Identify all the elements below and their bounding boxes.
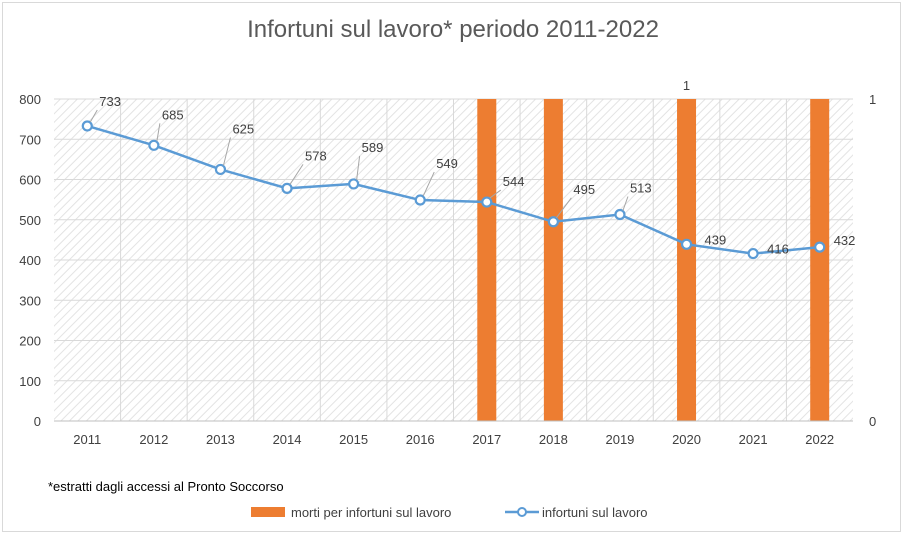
- line-data-label: 439: [705, 232, 727, 247]
- legend-swatch-bar: [251, 507, 285, 517]
- x-tick-label: 2016: [406, 432, 435, 447]
- x-tick-label: 2021: [739, 432, 768, 447]
- y-tick-label: 200: [19, 334, 41, 349]
- legend-label-bar: morti per infortuni sul lavoro: [291, 505, 451, 520]
- line-marker-2013: [214, 163, 227, 176]
- line-marker-2014: [281, 182, 293, 194]
- leader-line: [222, 137, 231, 166]
- line-marker-2022: [814, 241, 826, 253]
- y-axis-secondary-labels: 01: [869, 92, 876, 429]
- line-marker-2016: [414, 194, 426, 206]
- x-tick-label: 2012: [139, 432, 168, 447]
- bar-2020: [677, 99, 697, 421]
- bar-data-label: 1: [683, 78, 690, 93]
- line-data-label: 589: [362, 140, 384, 155]
- y2-tick-label: 0: [869, 414, 876, 429]
- x-tick-label: 2022: [805, 432, 834, 447]
- line-data-label: 549: [436, 156, 458, 171]
- x-tick-label: 2013: [206, 432, 235, 447]
- bar-2022: [810, 99, 830, 421]
- line-data-label: 733: [99, 94, 121, 109]
- x-tick-label: 2011: [73, 432, 101, 447]
- data-labels: 1 733 685 625 578 589 549 544 495 513 439 416 432: [89, 78, 856, 257]
- line-data-label: 416: [767, 242, 789, 257]
- y-tick-label: 700: [19, 132, 41, 147]
- leader-line: [289, 164, 304, 185]
- leader-line: [622, 196, 629, 211]
- line-data-label: 495: [573, 182, 595, 197]
- line-marker-2011: [81, 120, 93, 132]
- y-tick-label: 0: [34, 414, 41, 429]
- y-tick-label: 600: [19, 173, 41, 188]
- y-axis-primary-labels: 0 100 200 300 400 500 600 700 800: [19, 92, 41, 429]
- chart-svg: Infortuni sul lavoro* periodo 2011-2022 …: [19, 16, 876, 520]
- line-marker-2019: [614, 208, 626, 221]
- y-tick-label: 300: [19, 293, 41, 308]
- line-marker-2020: [680, 238, 693, 250]
- line-data-label: 625: [232, 121, 254, 136]
- leader-line: [489, 189, 502, 199]
- x-tick-label: 2017: [472, 432, 501, 447]
- legend: morti per infortuni sul lavoro infortuni…: [251, 505, 648, 520]
- leader-line: [422, 171, 435, 197]
- line-marker-2021: [747, 247, 759, 260]
- line-series: [81, 120, 826, 260]
- line-data-label: 685: [162, 107, 184, 122]
- x-tick-label: 2019: [605, 432, 634, 447]
- bar-2017: [477, 99, 497, 421]
- line-data-label: 513: [630, 181, 652, 196]
- legend-label-line: infortuni sul lavoro: [542, 505, 648, 520]
- leader-line: [555, 197, 572, 219]
- line-marker-2015: [348, 178, 360, 190]
- x-tick-label: 2018: [539, 432, 568, 447]
- x-tick-label: 2015: [339, 432, 368, 447]
- line-data-label: 578: [305, 148, 327, 163]
- chart-title: Infortuni sul lavoro* periodo 2011-2022: [247, 16, 659, 43]
- line-data-label: 544: [503, 174, 525, 189]
- y-tick-label: 500: [19, 213, 41, 228]
- line-marker-2018: [547, 216, 559, 228]
- leader-line: [156, 123, 161, 142]
- line-data-label: 432: [834, 233, 856, 248]
- y2-tick-label: 1: [869, 92, 876, 107]
- footnote: *estratti dagli accessi al Pronto Soccor…: [48, 479, 284, 494]
- leader-line: [89, 109, 98, 123]
- x-axis-labels: 2011 2012 2013 2014 2015 2016 2017 2018 2019 2020…: [73, 432, 834, 447]
- bar-series: [477, 99, 830, 421]
- x-tick-label: 2014: [273, 432, 302, 447]
- leader-line: [356, 155, 361, 180]
- line-marker-2012: [148, 139, 160, 151]
- y-tick-label: 100: [19, 374, 41, 389]
- gridlines: [54, 98, 853, 421]
- y-tick-label: 800: [19, 92, 41, 107]
- line-path: [86, 124, 820, 255]
- y-tick-label: 400: [19, 253, 41, 268]
- line-marker-2017: [481, 196, 493, 208]
- x-tick-label: 2020: [672, 432, 701, 447]
- legend-swatch-marker: [517, 507, 527, 517]
- bar-2018: [543, 99, 563, 421]
